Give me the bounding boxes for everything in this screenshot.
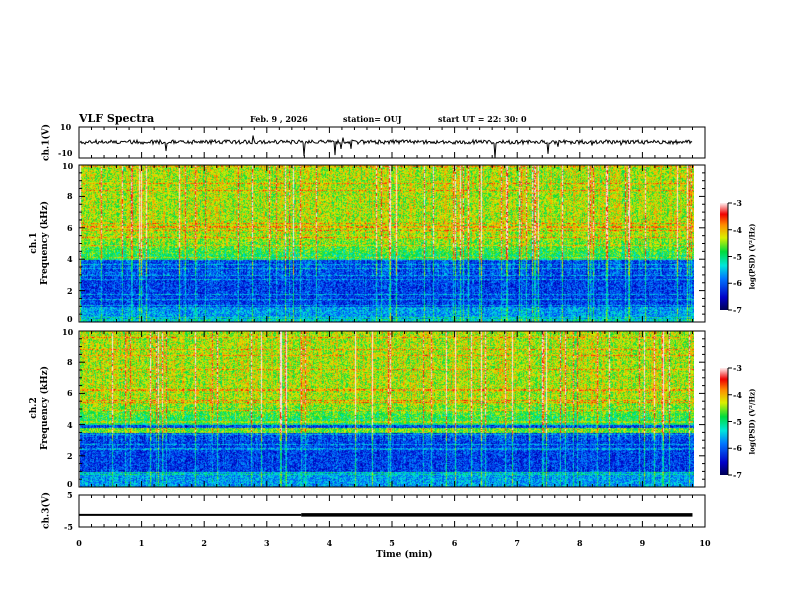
colorbar-tick-label: -3 xyxy=(733,363,742,373)
y-tick-label: 8 xyxy=(67,191,73,202)
x-axis-label: Time (min) xyxy=(376,550,433,560)
colorbar-1-label: log(PSD) (V²/Hz) xyxy=(747,223,757,290)
x-tick-label: 7 xyxy=(514,538,520,548)
freq-label: Frequency (kHz) xyxy=(40,366,50,451)
x-tick-label: 3 xyxy=(264,538,270,548)
y-tick-label: 4 xyxy=(67,419,73,430)
y-tick-label: 10 xyxy=(62,327,74,337)
x-tick-label: 10 xyxy=(699,538,711,548)
colorbar-1 xyxy=(720,203,728,310)
colorbar-tick-label: -5 xyxy=(733,416,742,427)
y-tick-label: 6 xyxy=(67,222,73,233)
y-tick-label: 2 xyxy=(67,285,73,296)
y-tick-label: 8 xyxy=(67,357,73,368)
station-label: station= OUJ xyxy=(343,114,402,124)
panel-frame xyxy=(78,330,706,488)
ch1-wave-ylabel: ch.1(V) xyxy=(41,124,52,161)
ch2-label: ch.2 xyxy=(29,397,39,419)
y-tick-label: 0 xyxy=(67,314,73,324)
ch3-wave-ylabel: ch.3(V) xyxy=(41,492,52,529)
y-tick-label: 6 xyxy=(67,388,73,399)
panel-frame xyxy=(78,164,706,323)
x-tick-label: 0 xyxy=(76,538,82,548)
colorbar-2-label: log(PSD) (V²/Hz) xyxy=(747,388,757,455)
freq-label: Frequency (kHz) xyxy=(40,201,50,286)
x-tick-label: 1 xyxy=(138,538,145,548)
y-tick-label: 10 xyxy=(60,122,72,132)
x-tick-label: 8 xyxy=(577,538,583,548)
x-tick-label: 9 xyxy=(639,538,646,548)
x-tick-label: 2 xyxy=(201,538,207,548)
colorbar-2 xyxy=(720,368,728,475)
colorbar-tick-label: -7 xyxy=(733,305,742,315)
y-tick-label: 4 xyxy=(67,254,73,265)
y-tick-label: 2 xyxy=(67,450,73,461)
ch1-spectrogram xyxy=(80,165,694,322)
colorbar-tick-label: -6 xyxy=(733,278,742,289)
x-tick-label: 5 xyxy=(389,538,395,548)
start-time-label: start UT = 22: 30: 0 xyxy=(438,114,527,124)
ch1-label: ch.1 xyxy=(29,232,39,254)
colorbar-tick-label: -3 xyxy=(733,198,742,208)
y-tick-label: 5 xyxy=(67,490,73,500)
ch2-spec-ylabel: ch.2 Frequency (kHz) xyxy=(29,348,51,468)
x-tick-label: 4 xyxy=(326,538,333,548)
x-tick-label: 6 xyxy=(451,538,458,548)
colorbar-tick-label: -6 xyxy=(733,443,742,454)
ch2-spectrogram xyxy=(80,331,694,487)
colorbar-tick-label: -5 xyxy=(733,251,742,262)
ch1-spec-ylabel: ch.1 Frequency (kHz) xyxy=(29,183,51,303)
colorbar-tick-label: -4 xyxy=(733,389,742,400)
y-tick-label: -5 xyxy=(64,522,73,532)
ch1-waveform xyxy=(79,135,693,158)
colorbar-tick-label: -7 xyxy=(733,470,742,480)
colorbar-tick-label: -4 xyxy=(733,224,742,235)
y-tick-label: 10 xyxy=(62,161,74,171)
y-tick-label: 0 xyxy=(67,479,73,489)
figure-title: VLF Spectra xyxy=(79,112,155,125)
date-label: Feb. 9 , 2026 xyxy=(250,114,308,124)
y-tick-label: -10 xyxy=(58,148,73,158)
